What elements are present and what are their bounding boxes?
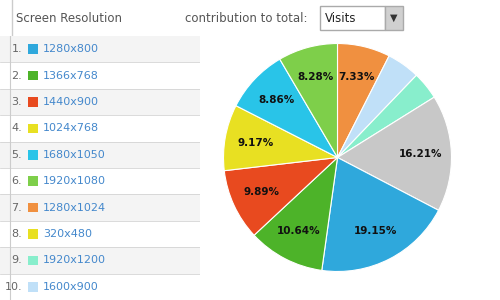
Text: Visits: Visits xyxy=(325,11,356,25)
FancyBboxPatch shape xyxy=(0,247,200,274)
FancyBboxPatch shape xyxy=(0,142,200,168)
Text: ▼: ▼ xyxy=(390,13,398,23)
Text: 1920x1080: 1920x1080 xyxy=(43,176,106,186)
FancyBboxPatch shape xyxy=(320,6,385,30)
Text: 3.: 3. xyxy=(12,97,22,107)
Bar xyxy=(28,176,38,186)
Text: 8.28%: 8.28% xyxy=(298,72,334,82)
FancyBboxPatch shape xyxy=(0,115,200,142)
Wedge shape xyxy=(322,158,438,272)
Text: 9.: 9. xyxy=(11,255,22,266)
Bar xyxy=(28,124,38,133)
Text: 4.: 4. xyxy=(11,123,22,134)
Bar xyxy=(28,97,38,107)
Text: 1920x1200: 1920x1200 xyxy=(43,255,106,266)
Text: 1024x768: 1024x768 xyxy=(43,123,99,134)
Text: 9.17%: 9.17% xyxy=(238,138,274,148)
Bar xyxy=(28,150,38,160)
Text: 7.: 7. xyxy=(11,202,22,213)
Wedge shape xyxy=(224,158,338,235)
Wedge shape xyxy=(338,56,416,158)
Text: 16.21%: 16.21% xyxy=(399,149,442,159)
FancyBboxPatch shape xyxy=(0,36,200,62)
Text: 320x480: 320x480 xyxy=(43,229,92,239)
Wedge shape xyxy=(280,44,338,158)
Text: 5.: 5. xyxy=(12,150,22,160)
FancyBboxPatch shape xyxy=(0,274,200,300)
Text: Screen Resolution: Screen Resolution xyxy=(16,11,122,25)
Wedge shape xyxy=(338,97,452,210)
FancyBboxPatch shape xyxy=(0,62,200,89)
Text: 1440x900: 1440x900 xyxy=(43,97,99,107)
Bar xyxy=(28,44,38,54)
FancyBboxPatch shape xyxy=(0,194,200,221)
Text: 19.15%: 19.15% xyxy=(354,226,398,236)
Bar xyxy=(28,71,38,80)
Text: 1280x1024: 1280x1024 xyxy=(43,202,106,213)
FancyBboxPatch shape xyxy=(0,168,200,194)
Text: 1366x768: 1366x768 xyxy=(43,70,99,81)
Text: 1600x900: 1600x900 xyxy=(43,282,99,292)
Bar xyxy=(28,282,38,292)
Text: 2.: 2. xyxy=(11,70,22,81)
Wedge shape xyxy=(338,44,389,158)
FancyBboxPatch shape xyxy=(385,6,403,30)
Text: contribution to total:: contribution to total: xyxy=(185,11,308,25)
Text: 6.: 6. xyxy=(12,176,22,186)
Text: 8.: 8. xyxy=(11,229,22,239)
Wedge shape xyxy=(236,59,338,158)
FancyBboxPatch shape xyxy=(0,221,200,247)
Wedge shape xyxy=(224,106,338,171)
Text: 9.89%: 9.89% xyxy=(244,188,280,197)
Text: 10.: 10. xyxy=(4,282,22,292)
Wedge shape xyxy=(254,158,338,270)
Text: 1.: 1. xyxy=(12,44,22,54)
Wedge shape xyxy=(338,75,434,158)
Text: 7.33%: 7.33% xyxy=(338,72,375,82)
Text: 8.86%: 8.86% xyxy=(259,95,295,105)
FancyBboxPatch shape xyxy=(0,89,200,115)
Bar xyxy=(28,229,38,239)
Bar xyxy=(28,203,38,212)
Text: 1680x1050: 1680x1050 xyxy=(43,150,106,160)
Bar xyxy=(28,256,38,265)
Text: 1280x800: 1280x800 xyxy=(43,44,99,54)
Text: 10.64%: 10.64% xyxy=(278,226,321,236)
